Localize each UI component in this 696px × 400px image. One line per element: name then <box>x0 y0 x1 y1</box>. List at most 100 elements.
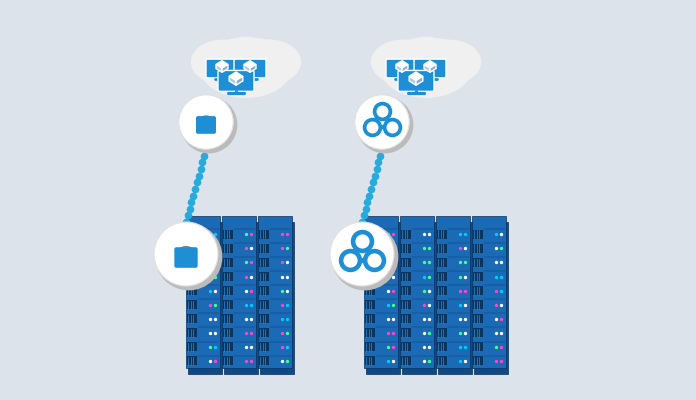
FancyBboxPatch shape <box>260 342 269 351</box>
Ellipse shape <box>417 40 481 84</box>
FancyBboxPatch shape <box>260 356 269 366</box>
Ellipse shape <box>371 40 435 84</box>
FancyBboxPatch shape <box>402 244 411 253</box>
FancyBboxPatch shape <box>223 244 233 253</box>
Polygon shape <box>229 76 236 85</box>
Polygon shape <box>236 76 243 85</box>
FancyBboxPatch shape <box>188 222 222 374</box>
Ellipse shape <box>191 40 255 84</box>
Polygon shape <box>244 61 256 68</box>
FancyBboxPatch shape <box>260 222 294 374</box>
FancyBboxPatch shape <box>437 342 447 351</box>
FancyBboxPatch shape <box>365 258 375 267</box>
FancyBboxPatch shape <box>260 244 269 253</box>
FancyBboxPatch shape <box>260 314 269 323</box>
FancyBboxPatch shape <box>414 59 446 78</box>
FancyBboxPatch shape <box>438 222 472 374</box>
FancyBboxPatch shape <box>365 272 375 281</box>
Ellipse shape <box>200 38 292 98</box>
FancyBboxPatch shape <box>437 286 447 295</box>
FancyBboxPatch shape <box>258 216 292 368</box>
FancyBboxPatch shape <box>400 216 434 368</box>
FancyBboxPatch shape <box>473 272 483 281</box>
FancyBboxPatch shape <box>223 328 233 337</box>
Ellipse shape <box>180 96 237 153</box>
FancyBboxPatch shape <box>402 258 411 267</box>
FancyBboxPatch shape <box>473 314 483 323</box>
Ellipse shape <box>155 223 223 290</box>
Ellipse shape <box>237 40 301 84</box>
Polygon shape <box>244 64 250 72</box>
FancyBboxPatch shape <box>437 272 447 281</box>
Polygon shape <box>402 64 408 72</box>
FancyBboxPatch shape <box>402 356 411 366</box>
FancyBboxPatch shape <box>223 300 233 309</box>
FancyBboxPatch shape <box>187 328 197 337</box>
FancyBboxPatch shape <box>473 230 483 239</box>
FancyBboxPatch shape <box>223 258 233 267</box>
FancyBboxPatch shape <box>187 356 197 366</box>
Circle shape <box>330 222 394 286</box>
FancyBboxPatch shape <box>365 230 375 239</box>
FancyBboxPatch shape <box>260 258 269 267</box>
FancyBboxPatch shape <box>437 230 447 239</box>
Polygon shape <box>250 64 256 72</box>
FancyBboxPatch shape <box>218 70 254 91</box>
Ellipse shape <box>226 36 267 64</box>
FancyBboxPatch shape <box>196 116 216 134</box>
FancyBboxPatch shape <box>402 314 411 323</box>
Polygon shape <box>409 72 423 80</box>
Ellipse shape <box>356 96 413 153</box>
FancyBboxPatch shape <box>260 272 269 281</box>
Polygon shape <box>430 64 436 72</box>
Polygon shape <box>396 64 402 72</box>
FancyBboxPatch shape <box>365 244 375 253</box>
FancyBboxPatch shape <box>187 286 197 295</box>
Polygon shape <box>216 64 222 72</box>
Polygon shape <box>416 76 423 85</box>
FancyBboxPatch shape <box>402 230 411 239</box>
FancyBboxPatch shape <box>437 244 447 253</box>
FancyBboxPatch shape <box>437 328 447 337</box>
FancyBboxPatch shape <box>260 300 269 309</box>
Polygon shape <box>216 61 228 68</box>
FancyBboxPatch shape <box>437 314 447 323</box>
FancyBboxPatch shape <box>223 342 233 351</box>
FancyBboxPatch shape <box>473 342 483 351</box>
FancyBboxPatch shape <box>187 230 197 239</box>
FancyBboxPatch shape <box>187 244 197 253</box>
FancyBboxPatch shape <box>365 328 375 337</box>
Polygon shape <box>222 64 228 72</box>
FancyBboxPatch shape <box>365 286 375 295</box>
FancyBboxPatch shape <box>174 247 198 268</box>
Ellipse shape <box>410 38 461 71</box>
FancyBboxPatch shape <box>187 300 197 309</box>
FancyBboxPatch shape <box>473 328 483 337</box>
Polygon shape <box>409 76 416 85</box>
FancyBboxPatch shape <box>437 300 447 309</box>
Polygon shape <box>424 64 430 72</box>
FancyBboxPatch shape <box>234 59 266 78</box>
FancyBboxPatch shape <box>472 216 506 368</box>
FancyBboxPatch shape <box>365 300 375 309</box>
FancyBboxPatch shape <box>224 222 258 374</box>
FancyBboxPatch shape <box>402 342 411 351</box>
Ellipse shape <box>230 38 280 71</box>
Ellipse shape <box>331 223 398 290</box>
FancyBboxPatch shape <box>402 286 411 295</box>
FancyBboxPatch shape <box>223 314 233 323</box>
FancyBboxPatch shape <box>473 244 483 253</box>
Circle shape <box>355 95 409 149</box>
FancyBboxPatch shape <box>474 222 508 374</box>
FancyBboxPatch shape <box>402 300 411 309</box>
Circle shape <box>179 95 233 149</box>
Ellipse shape <box>380 38 472 98</box>
FancyBboxPatch shape <box>364 216 398 368</box>
FancyBboxPatch shape <box>386 59 418 78</box>
FancyBboxPatch shape <box>186 216 220 368</box>
Polygon shape <box>424 61 436 68</box>
Polygon shape <box>229 72 243 80</box>
FancyBboxPatch shape <box>206 59 238 78</box>
FancyBboxPatch shape <box>223 272 233 281</box>
FancyBboxPatch shape <box>223 230 233 239</box>
